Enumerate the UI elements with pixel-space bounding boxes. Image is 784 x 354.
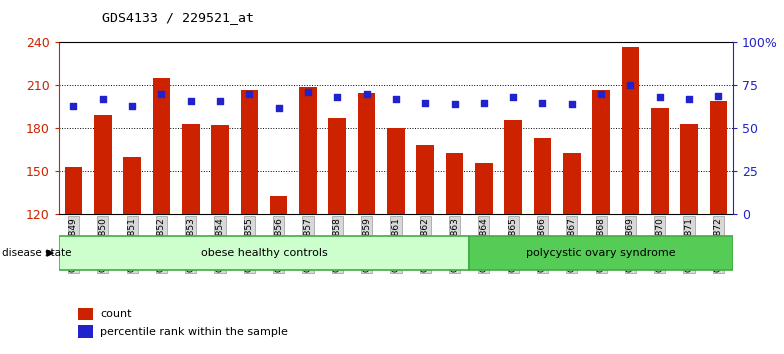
- Text: obese healthy controls: obese healthy controls: [201, 248, 328, 258]
- Point: [184, 98, 197, 104]
- Text: disease state: disease state: [2, 248, 71, 258]
- Bar: [681, 124, 698, 214]
- Bar: [299, 87, 317, 214]
- FancyBboxPatch shape: [469, 236, 733, 270]
- Bar: [182, 124, 199, 214]
- Bar: [475, 163, 492, 214]
- Point: [214, 98, 227, 104]
- Point: [155, 91, 168, 97]
- Bar: [270, 195, 288, 214]
- Point: [302, 90, 314, 95]
- FancyBboxPatch shape: [59, 236, 469, 270]
- Point: [419, 100, 431, 105]
- Bar: [328, 118, 346, 214]
- Point: [565, 102, 578, 107]
- Bar: [387, 128, 405, 214]
- Bar: [153, 78, 170, 214]
- Bar: [94, 115, 111, 214]
- Point: [624, 82, 637, 88]
- Point: [67, 103, 80, 109]
- Text: count: count: [100, 309, 132, 319]
- Bar: [622, 47, 639, 214]
- Point: [272, 105, 285, 110]
- Point: [361, 91, 373, 97]
- Point: [96, 96, 109, 102]
- Bar: [211, 125, 229, 214]
- Bar: [651, 108, 669, 214]
- Point: [595, 91, 608, 97]
- Point: [331, 95, 343, 100]
- Bar: [123, 157, 141, 214]
- Text: GDS4133 / 229521_at: GDS4133 / 229521_at: [102, 11, 254, 24]
- Bar: [593, 90, 610, 214]
- Bar: [78, 308, 93, 320]
- Bar: [504, 120, 522, 214]
- Bar: [64, 167, 82, 214]
- Point: [536, 100, 549, 105]
- Text: polycystic ovary syndrome: polycystic ovary syndrome: [526, 248, 676, 258]
- Bar: [241, 90, 258, 214]
- Bar: [710, 101, 728, 214]
- Point: [390, 96, 402, 102]
- Point: [712, 93, 724, 98]
- Point: [683, 96, 695, 102]
- Bar: [563, 153, 581, 214]
- Point: [448, 102, 461, 107]
- Bar: [446, 153, 463, 214]
- Bar: [416, 145, 434, 214]
- Point: [125, 103, 138, 109]
- Point: [654, 95, 666, 100]
- Point: [507, 95, 520, 100]
- Bar: [78, 325, 93, 338]
- Bar: [358, 92, 376, 214]
- Point: [243, 91, 256, 97]
- Point: [477, 100, 490, 105]
- Bar: [534, 138, 551, 214]
- Text: percentile rank within the sample: percentile rank within the sample: [100, 327, 289, 337]
